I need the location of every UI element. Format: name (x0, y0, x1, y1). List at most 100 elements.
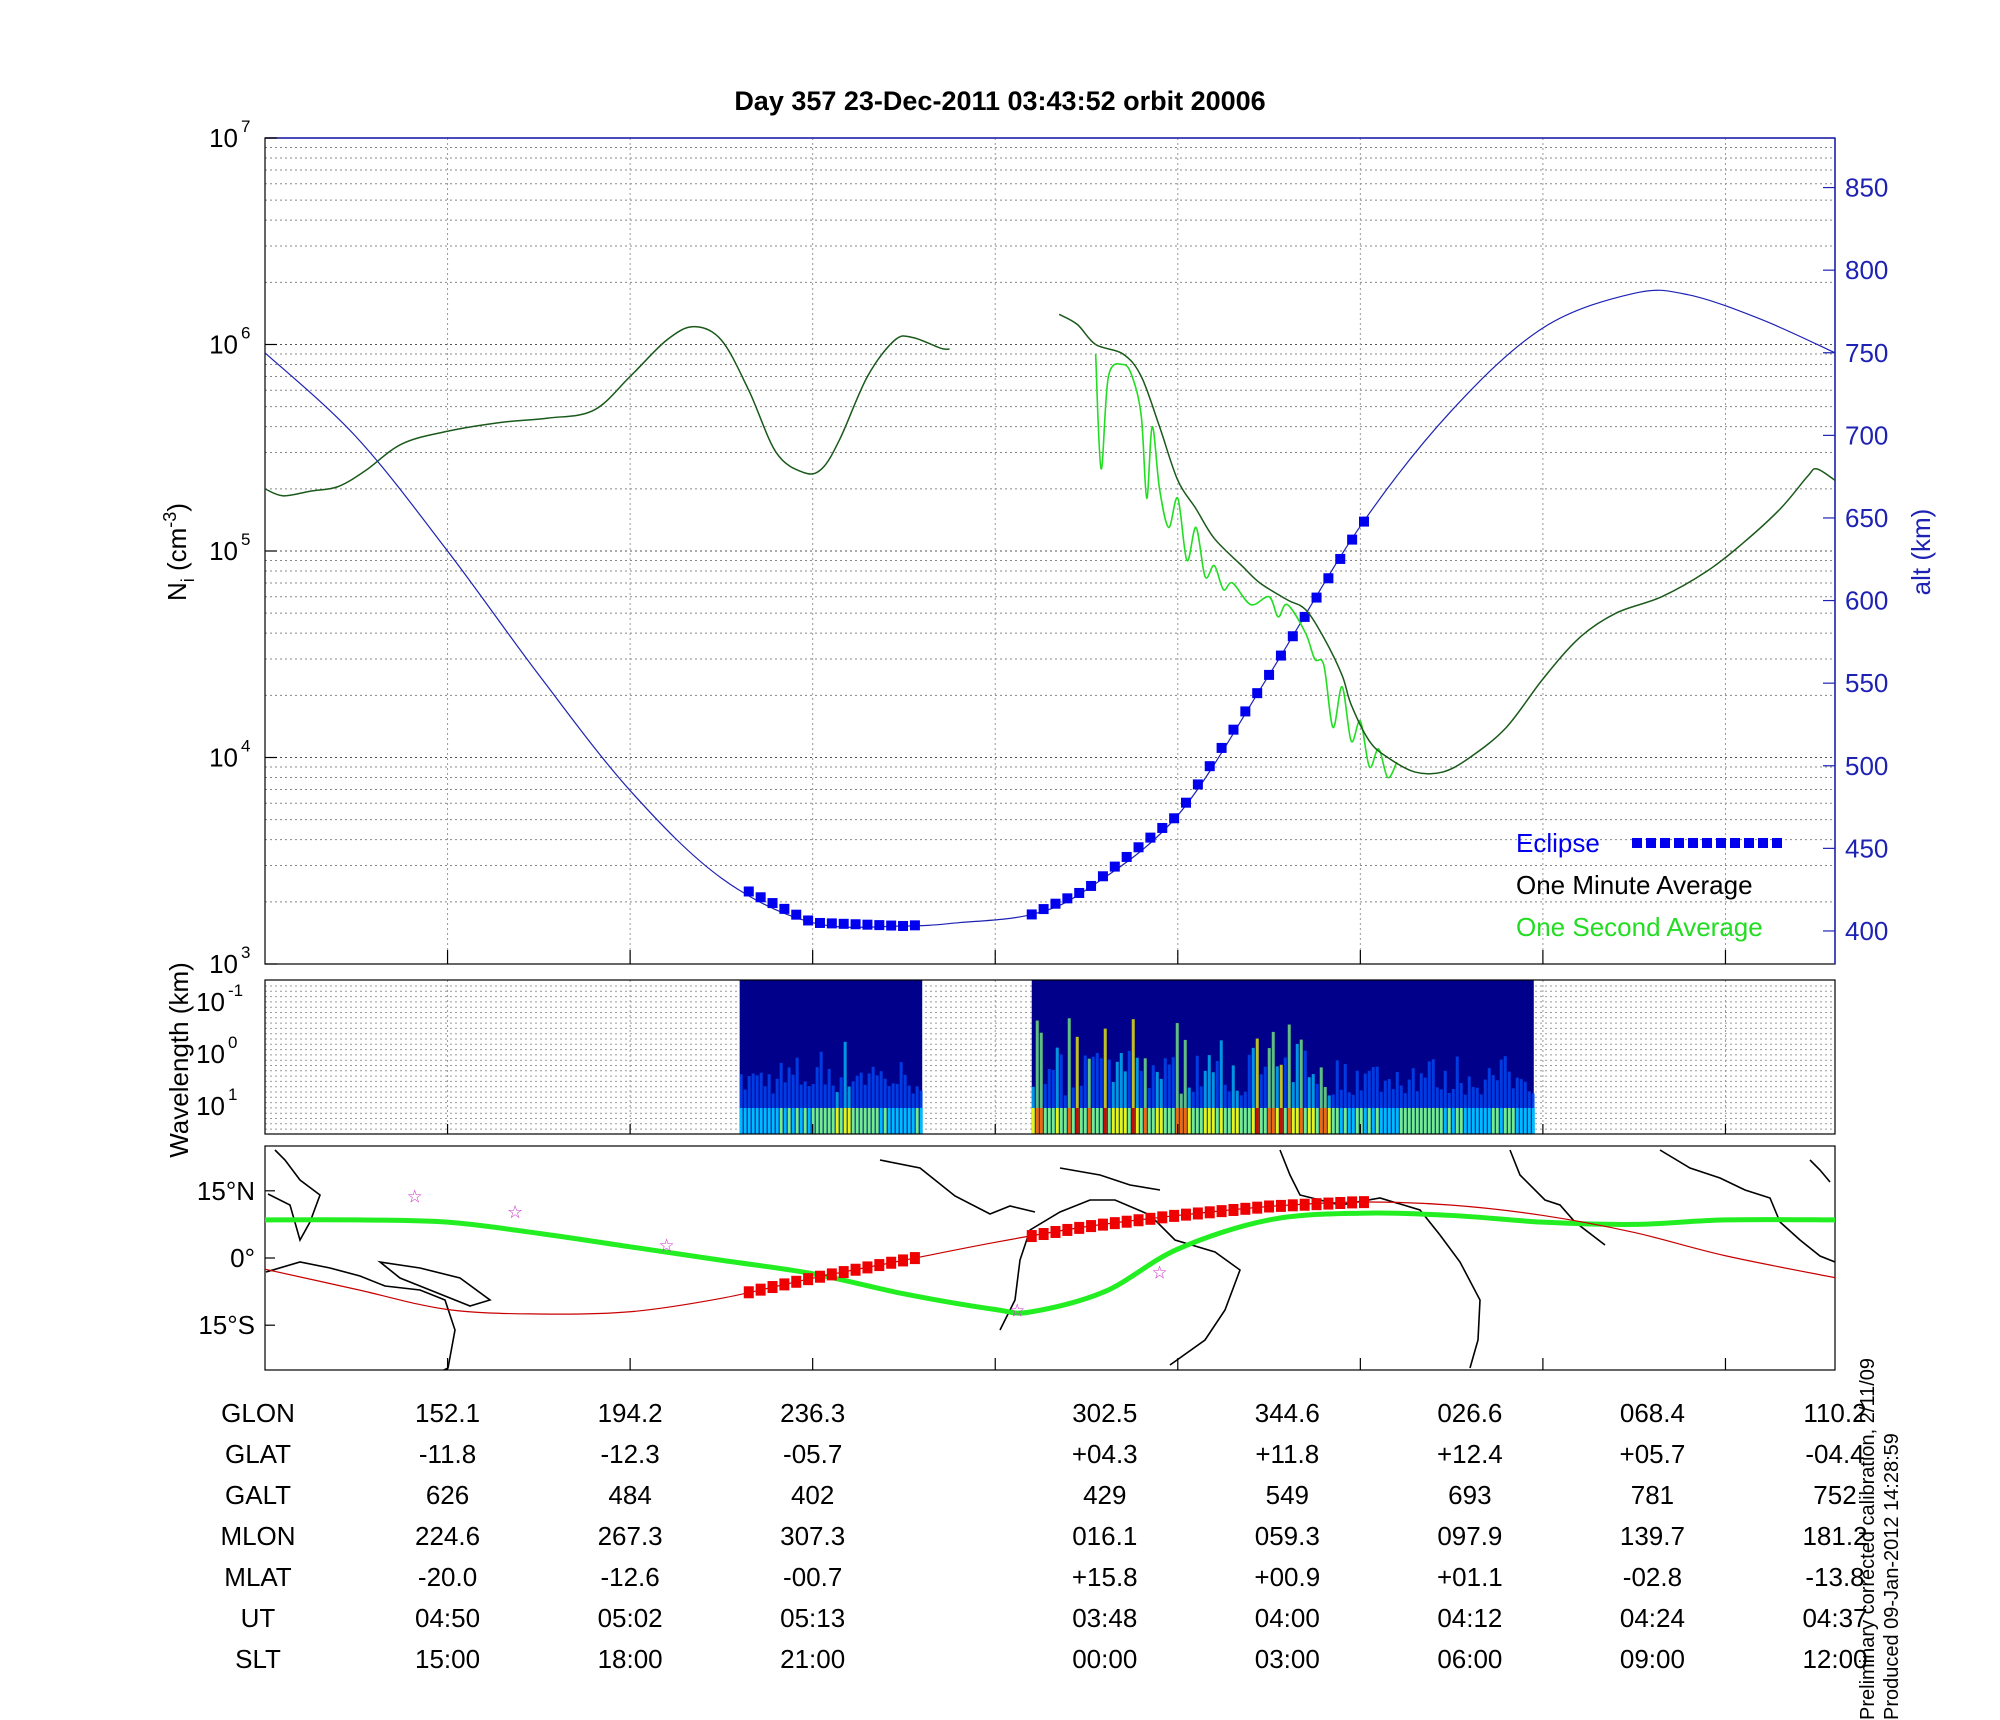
spectrogram-column-base (1367, 1108, 1371, 1134)
spectrogram-column-base (1323, 1108, 1327, 1134)
spectrogram-column-base (1399, 1108, 1403, 1134)
table-cell: 181.2 (1802, 1521, 1868, 1551)
eclipse-markers (743, 516, 1369, 931)
spectrogram-column (1231, 1065, 1235, 1134)
spectrogram-column-base (1043, 1108, 1047, 1134)
spectrogram-column-base (771, 1108, 775, 1134)
spectrogram-column-base (1283, 1108, 1287, 1134)
density-axis-label-exp: -3 (160, 512, 180, 528)
spectrogram-column-base (1187, 1108, 1191, 1134)
eclipse-marker (1062, 893, 1073, 904)
spectrogram-column (1171, 1057, 1175, 1134)
map-eclipse-marker (1311, 1198, 1322, 1211)
spectrogram-column (1135, 1057, 1139, 1134)
spectrogram-column-base (899, 1108, 903, 1134)
spectrogram-column-base (1359, 1108, 1363, 1134)
spectrogram-column-base (1387, 1108, 1391, 1134)
station-star-icon: ☆ (507, 1202, 523, 1223)
eclipse-marker (1299, 611, 1310, 622)
spectrogram-column-base (787, 1108, 791, 1134)
table-row-label: UT (240, 1603, 276, 1633)
spectrogram-column-base (1499, 1108, 1503, 1134)
spectrogram-column-base (1055, 1108, 1059, 1134)
spectrogram-column-base (1243, 1108, 1247, 1134)
eclipse-marker (1145, 832, 1156, 843)
map-eclipse-marker (767, 1281, 778, 1294)
table-cell: 236.3 (780, 1398, 846, 1428)
spectrogram-column-base (915, 1108, 919, 1134)
sri-lanka-outline (1809, 1159, 1831, 1183)
table-cell: 549 (1265, 1480, 1309, 1510)
legend-eclipse-marker (1716, 838, 1726, 848)
spectrogram-column-base (1159, 1108, 1163, 1134)
spectrogram-column-base (1519, 1108, 1523, 1134)
map-eclipse-marker (779, 1278, 790, 1291)
altitude-tick-label: 500 (1845, 751, 1888, 781)
spectrogram-column-base (1403, 1108, 1407, 1134)
spectrogram-column-base (1355, 1108, 1359, 1134)
map-eclipse-marker (1216, 1205, 1227, 1218)
spectrogram-column (1295, 1043, 1299, 1134)
spectrogram-column-base (1259, 1108, 1263, 1134)
spectrogram-column (1343, 1064, 1347, 1134)
spectrogram-column-base (1215, 1108, 1219, 1134)
spectrogram-column-base (1271, 1108, 1275, 1134)
eclipse-marker (803, 915, 814, 926)
table-cell: 693 (1448, 1480, 1492, 1510)
spectrogram-column (879, 1071, 883, 1134)
spectrogram-column-base (1199, 1108, 1203, 1134)
spectrogram-column-base (1527, 1108, 1531, 1134)
map-eclipse-marker (1062, 1223, 1073, 1236)
table-cell: 12:00 (1802, 1644, 1868, 1674)
table-cell: +00.9 (1254, 1562, 1321, 1592)
map-eclipse-marker (1050, 1225, 1061, 1238)
spectrogram-column-base (1335, 1108, 1339, 1134)
table-cell: 302.5 (1072, 1398, 1138, 1428)
table-row-label: GALT (225, 1480, 291, 1510)
map-eclipse-marker (755, 1283, 766, 1296)
spectrogram-column-base (1295, 1108, 1299, 1134)
spectrogram-column (1419, 1073, 1423, 1134)
table-cell: -20.0 (417, 1562, 478, 1592)
spectrogram-column (1087, 1058, 1091, 1134)
spectrogram-column (1183, 1039, 1187, 1134)
table-cell: -02.8 (1622, 1562, 1683, 1592)
table-cell: 097.9 (1437, 1521, 1503, 1551)
map-eclipse-marker (1335, 1196, 1346, 1209)
table-row-label: GLAT (225, 1439, 291, 1469)
spectrogram-column-base (827, 1108, 831, 1134)
spectrogram-column-base (1447, 1108, 1451, 1134)
table-cell: 194.2 (597, 1398, 663, 1428)
chart-title: Day 357 23-Dec-2011 03:43:52 orbit 20006 (734, 86, 1266, 116)
spectrogram-column-base (823, 1108, 827, 1134)
spectrogram-column (751, 1073, 755, 1134)
table-cell: 03:00 (1254, 1644, 1320, 1674)
spectrogram-column-base (751, 1108, 755, 1134)
y-tick-exponent: 6 (241, 324, 250, 343)
spectrogram-column-base (1123, 1108, 1127, 1134)
spectrogram-column (1407, 1079, 1411, 1134)
spectrogram-column (1143, 1058, 1147, 1134)
eclipse-marker (1181, 797, 1192, 808)
table-cell: +12.4 (1436, 1439, 1503, 1469)
spectrogram-column-base (1415, 1108, 1419, 1134)
table-cell: +01.1 (1436, 1562, 1503, 1592)
spectrogram-column-base (895, 1108, 899, 1134)
eclipse-marker (767, 898, 778, 909)
spectrogram-column (815, 1067, 819, 1134)
station-markers: ☆ ☆ ☆ ☆ ☆ (407, 1186, 1168, 1321)
spectrogram-column-base (1511, 1108, 1515, 1134)
spectrogram-column-base (1087, 1108, 1091, 1134)
spectrogram-column (1055, 1047, 1059, 1134)
spectrogram-column-base (1231, 1108, 1235, 1134)
spectrogram-column-base (1175, 1108, 1179, 1134)
spectrogram-column-base (1219, 1108, 1223, 1134)
lat-tick-label: 15°N (197, 1176, 255, 1206)
spectrogram-column-base (1467, 1108, 1471, 1134)
eclipse-marker (1026, 909, 1037, 920)
spectrogram-column-base (1267, 1108, 1271, 1134)
eclipse-marker (1097, 871, 1108, 882)
table-cell: 307.3 (780, 1521, 846, 1551)
spectrogram-column (791, 1074, 795, 1134)
spectrogram-column-base (1463, 1108, 1467, 1134)
